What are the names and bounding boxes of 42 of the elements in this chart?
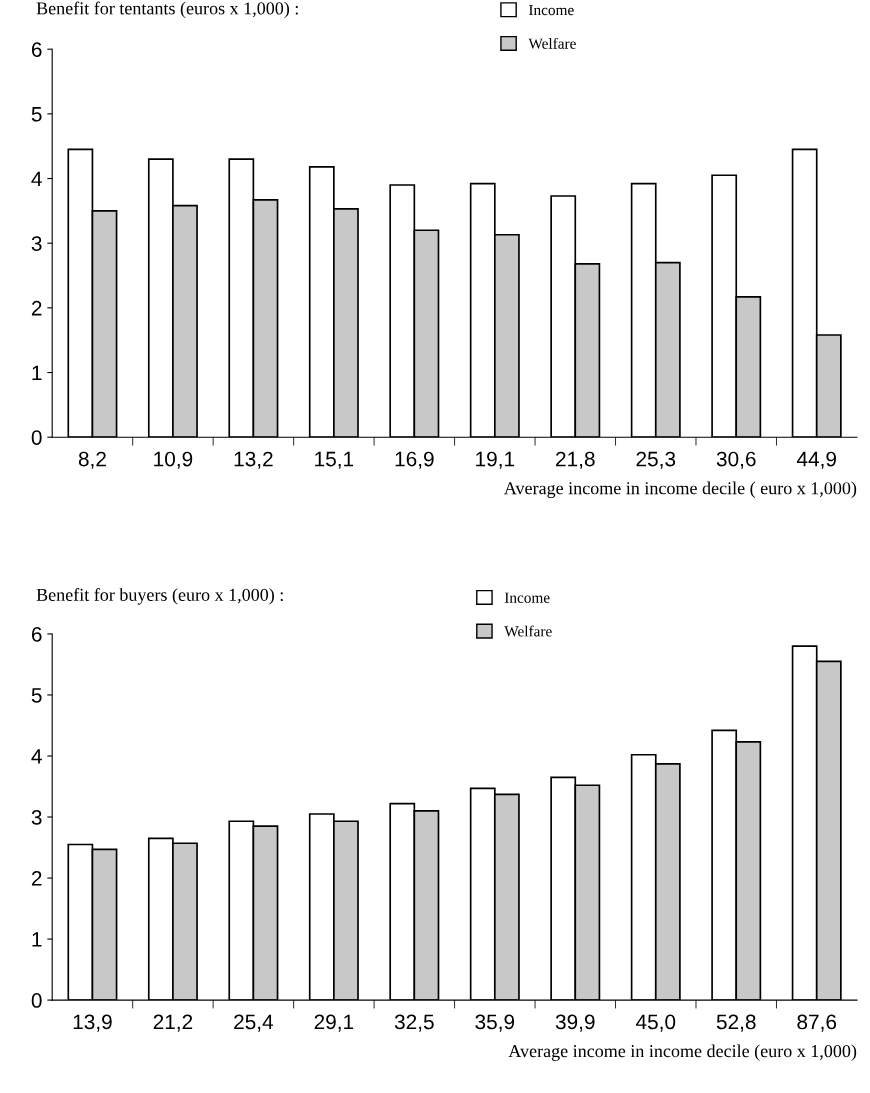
x-tick-label: 39,9 (555, 1014, 595, 1032)
y-tick-label: 2 (31, 300, 42, 316)
y-tick-label: 3 (31, 236, 42, 251)
x-tick-label: 19,1 (476, 451, 515, 469)
y-tick-label: 4 (31, 749, 42, 764)
x-tick-label: 52,8 (716, 1014, 756, 1032)
x-tick-label: 15,1 (315, 451, 354, 469)
x-tick-label: 44,9 (796, 451, 836, 469)
x-tick-label: 10,9 (154, 451, 193, 469)
x-tick-label: 45,0 (635, 1014, 676, 1032)
y-tick-label: 6 (31, 626, 42, 642)
x-tick-label: 13,9 (73, 1014, 112, 1032)
x-tick-label: 21,8 (556, 451, 595, 469)
x-tick-label: 21,2 (153, 1014, 193, 1032)
x-tick-label: 25,4 (234, 1014, 274, 1032)
x-axis-title: Average income in income decile ( euro x 1,000) (504, 481, 857, 499)
y-tick-label: 3 (31, 810, 42, 825)
x-tick-label: 13,2 (234, 451, 273, 469)
y-tick-label: 1 (32, 365, 42, 381)
y-tick-label: 6 (31, 42, 42, 57)
legend-label: Welfare (528, 37, 576, 49)
y-tick-label: 4 (31, 171, 42, 187)
x-tick-label: 32,5 (394, 1014, 434, 1032)
x-tick-label: 30,6 (716, 451, 756, 469)
y-tick-label: 5 (31, 107, 42, 122)
y-tick-label: 2 (31, 871, 42, 886)
x-tick-label: 35,9 (475, 1014, 515, 1032)
legend-label: Income (528, 4, 574, 16)
x-tick-label: 8,2 (78, 451, 106, 469)
chart-title: Benefit for buyers (euro x 1,000) : (36, 588, 283, 605)
y-tick-label: 0 (31, 430, 42, 445)
x-axis-title: Average income in income decile (euro x 1,000) (508, 1044, 857, 1061)
y-tick-label: 0 (31, 993, 42, 1008)
x-tick-label: 25,3 (636, 451, 676, 469)
x-tick-label: 29,1 (314, 1014, 354, 1032)
x-tick-label: 16,9 (395, 451, 434, 469)
y-tick-label: 5 (31, 688, 42, 703)
legend-label: Income (504, 592, 550, 603)
chart-title: Benefit for tentants (euros x 1,000) : (36, 1, 298, 19)
x-tick-label: 87,6 (797, 1014, 837, 1032)
y-tick-label: 1 (32, 932, 42, 947)
legend-label: Welfare (504, 625, 552, 637)
